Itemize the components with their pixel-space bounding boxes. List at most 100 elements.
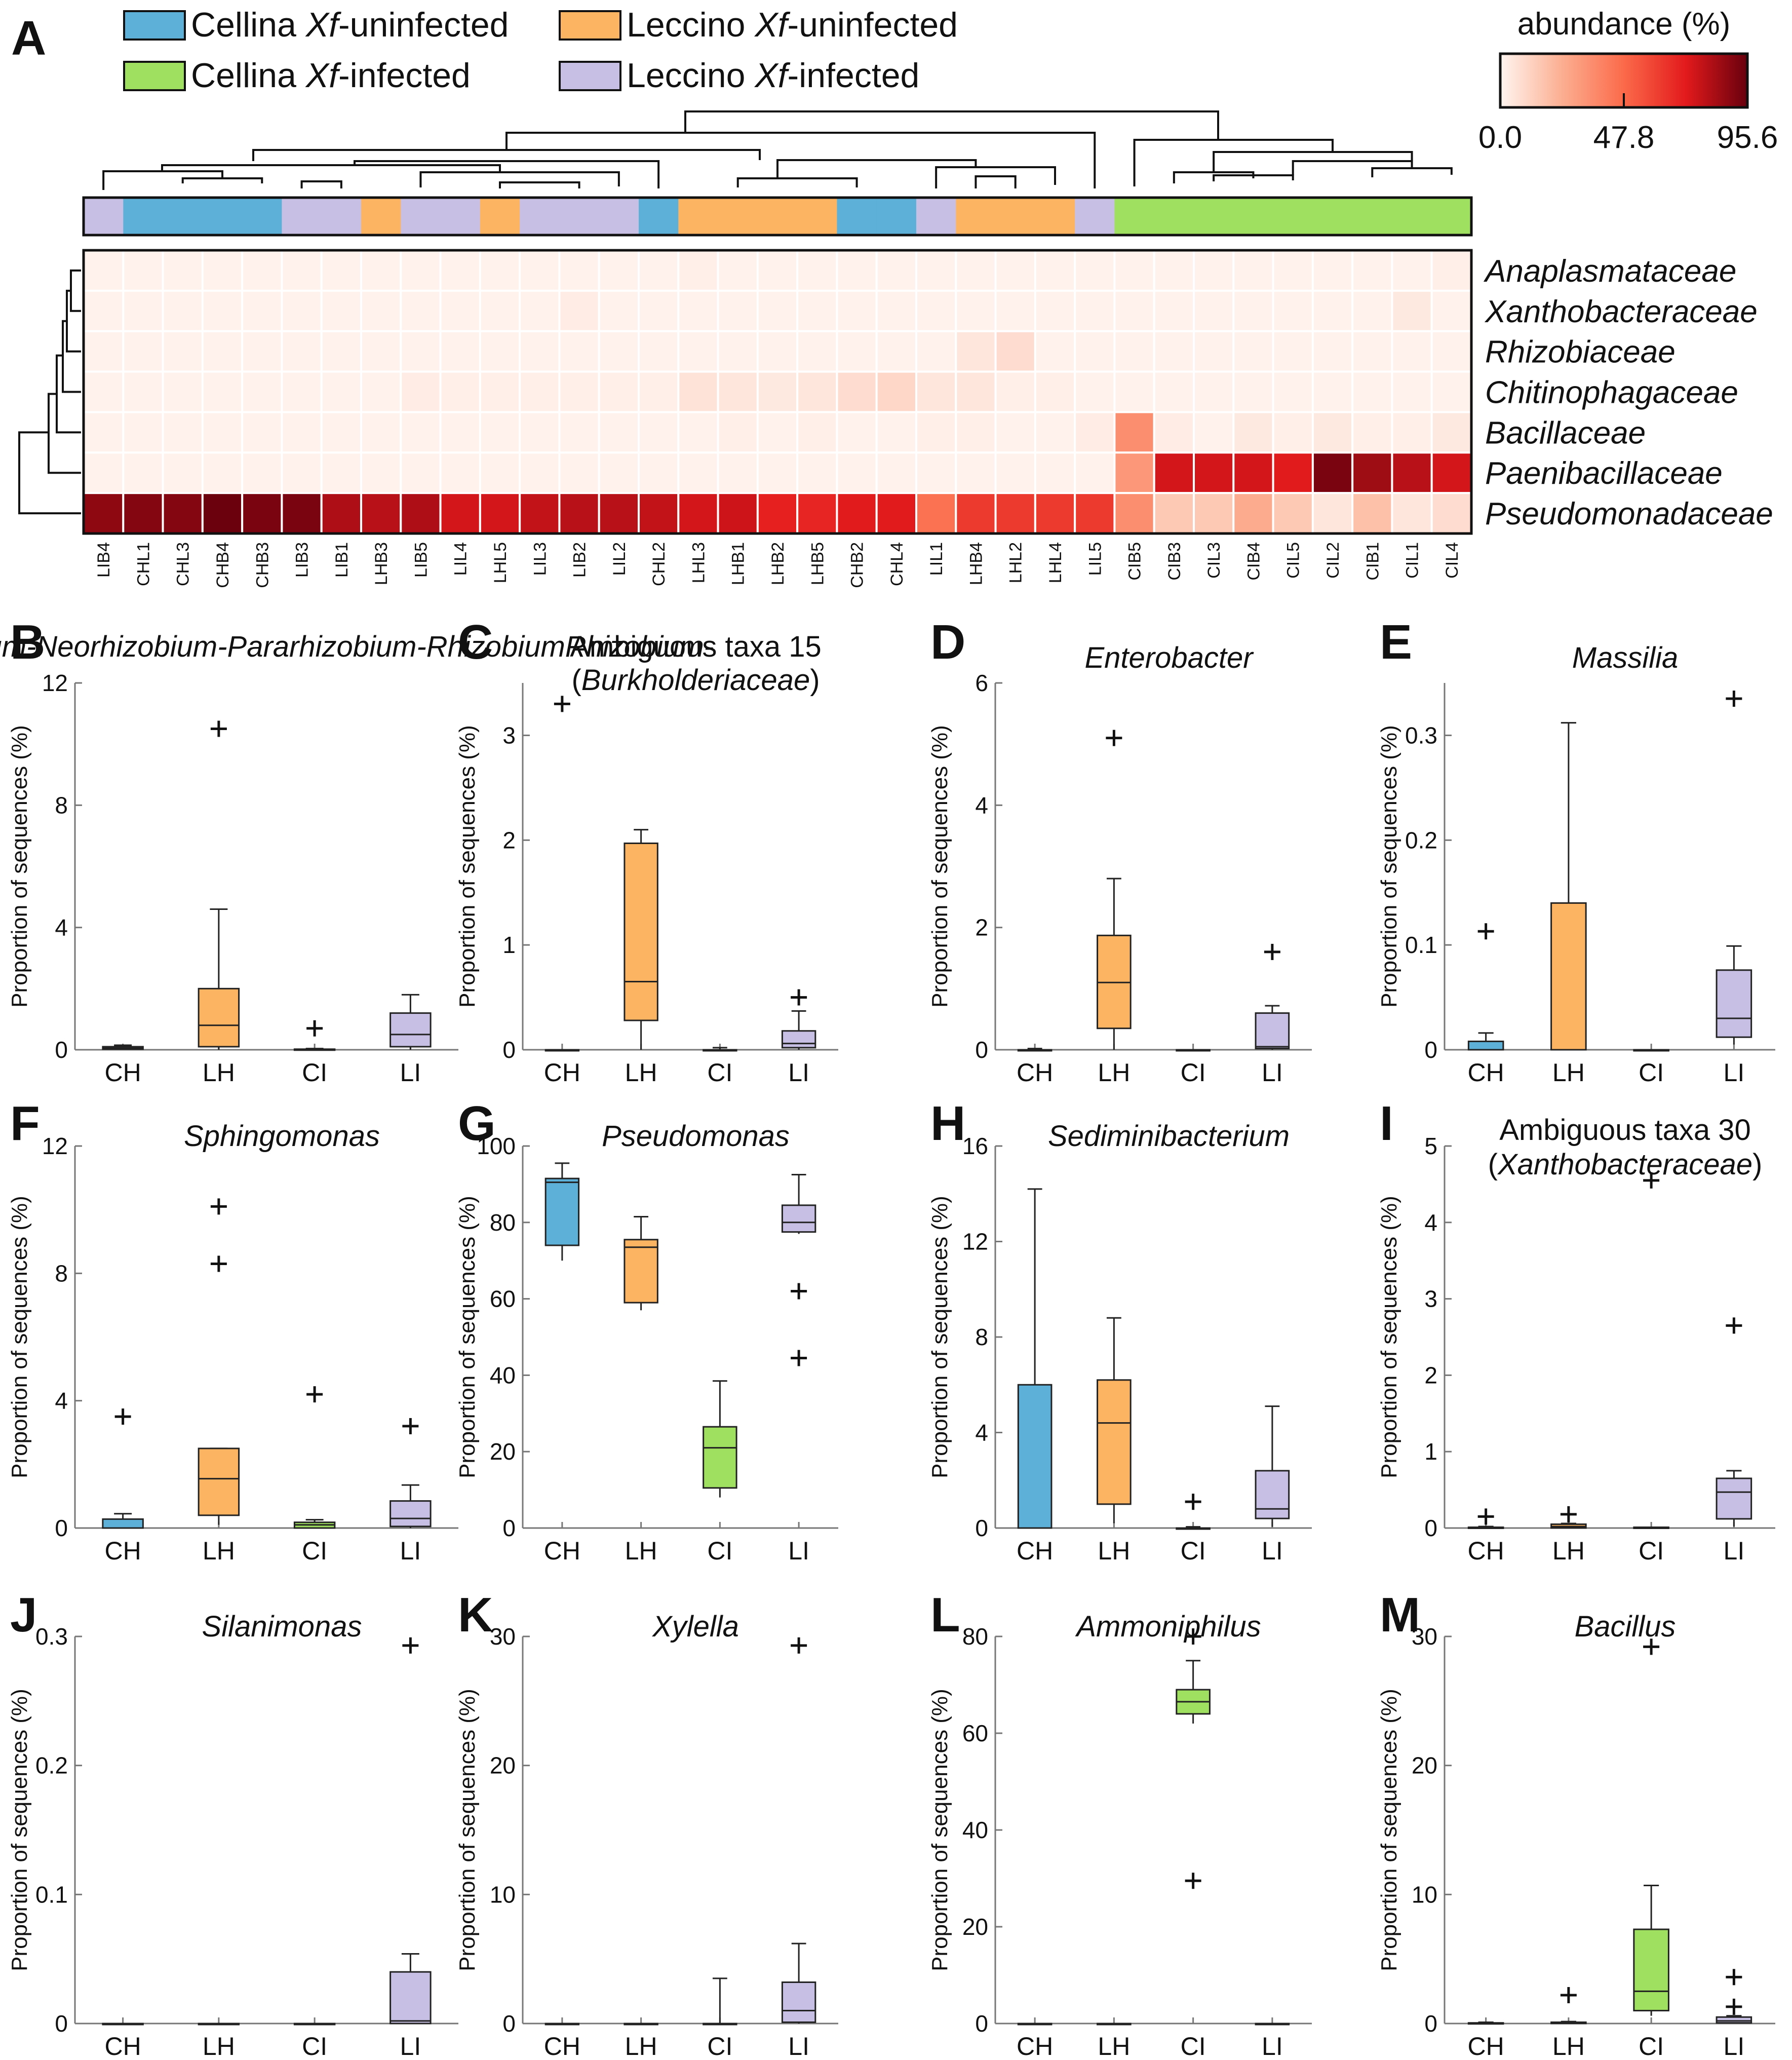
group-color-cell <box>678 198 719 235</box>
box-LH <box>198 1447 240 1516</box>
colorbar-tick-label: 47.8 <box>1593 120 1655 155</box>
x-tick-label: CI <box>707 1537 732 1565</box>
heatmap-cell <box>162 451 204 494</box>
y-axis-label: Proportion of sequences (%) <box>7 725 32 1008</box>
x-tick-label: CH <box>1017 2032 1053 2060</box>
heatmap-cell <box>875 370 917 413</box>
heatmap-cell <box>1232 249 1274 292</box>
y-tick-label: 4 <box>975 792 988 818</box>
outlier-marker <box>1264 943 1280 960</box>
heatmap-column-label: LHB2 <box>768 542 788 585</box>
outlier-marker <box>1560 1987 1577 2003</box>
heatmap-cell <box>598 370 640 413</box>
outlier-marker <box>210 1198 227 1215</box>
dendrogram-link <box>102 170 223 190</box>
heatmap-cell <box>677 249 719 292</box>
heatmap-cell <box>558 289 600 332</box>
heatmap-cell <box>1391 492 1433 535</box>
legend-label: Leccino Xf-uninfected <box>627 6 958 44</box>
heatmap-cell <box>1074 411 1116 454</box>
heatmap-cell <box>1193 411 1235 454</box>
heatmap-column-label: CHL3 <box>174 542 193 586</box>
dendrogram-link <box>66 289 81 353</box>
heatmap-cell <box>320 370 363 413</box>
dendrogram-link <box>776 159 977 178</box>
x-tick-label: CI <box>1639 1537 1664 1565</box>
heatmap-cell <box>955 289 997 332</box>
heatmap-cell <box>558 411 600 454</box>
x-tick-label: CH <box>544 1058 580 1087</box>
x-tick-label: LI <box>1262 1058 1283 1087</box>
heatmap-cell <box>1272 289 1314 332</box>
y-tick-label: 40 <box>490 1362 516 1388</box>
y-tick-label: 20 <box>490 1752 516 1779</box>
heatmap-cell <box>122 330 164 373</box>
heatmap-cell <box>1153 492 1195 535</box>
panel-label-I: I <box>1380 1096 1393 1151</box>
heatmap-cell <box>1193 330 1235 373</box>
x-tick-label: CH <box>1468 1058 1504 1087</box>
y-tick-label: 4 <box>975 1420 988 1446</box>
heatmap-cell <box>875 451 917 494</box>
group-color-cell <box>797 198 838 235</box>
heatmap-cell <box>875 330 917 373</box>
heatmap-cell <box>162 370 204 413</box>
heatmap-column-label: CHB3 <box>253 542 272 588</box>
heatmap-cell <box>955 330 997 373</box>
group-color-cell <box>956 198 996 235</box>
x-tick-label: LI <box>788 1058 809 1087</box>
heatmap-column-label: LHB4 <box>966 542 986 585</box>
heatmap-cell <box>122 492 164 535</box>
plot-subtitle: (Burkholderiaceae) <box>571 664 820 697</box>
heatmap-cell <box>519 249 561 292</box>
x-tick-label: CH <box>544 2032 580 2060</box>
heatmap-cell <box>677 330 719 373</box>
heatmap-cell <box>281 451 323 494</box>
heatmap-cell <box>162 492 204 535</box>
heatmap-cell <box>201 289 244 332</box>
heatmap-column-label: CHB2 <box>848 542 867 588</box>
heatmap-cell <box>598 249 640 292</box>
y-tick-label: 8 <box>55 792 68 818</box>
outlier-marker <box>1106 730 1122 746</box>
group-color-cell <box>1392 198 1432 235</box>
heatmap-cell <box>677 289 719 332</box>
x-tick-label: LI <box>1724 2032 1745 2060</box>
heatmap-cell <box>1113 289 1155 332</box>
heatmap-cell <box>320 411 363 454</box>
group-color-cell <box>84 198 124 235</box>
heatmap-cell <box>677 492 719 535</box>
heatmap-cell <box>1391 330 1433 373</box>
dendrogram-link <box>56 354 81 434</box>
heatmap-cell <box>1351 330 1393 373</box>
heatmap-cell <box>796 492 838 535</box>
outlier-marker <box>1185 1494 1201 1510</box>
x-tick-label: CH <box>105 1537 141 1565</box>
heatmap-column-label: LHB1 <box>729 542 748 585</box>
outlier-marker <box>114 1408 131 1425</box>
heatmap-cell <box>320 492 363 535</box>
y-tick-label: 0 <box>975 2010 988 2037</box>
heatmap-cell <box>400 330 442 373</box>
heatmap-cell <box>875 289 917 332</box>
plot-title: Ambiguous taxa 30 <box>1499 1114 1751 1147</box>
heatmap-cell <box>1311 451 1354 494</box>
heatmap-cell <box>836 370 878 413</box>
heatmap-cell <box>1391 370 1433 413</box>
heatmap-cell <box>1311 330 1354 373</box>
heatmap-cell <box>400 289 442 332</box>
heatmap-cell <box>558 330 600 373</box>
y-tick-label: 4 <box>55 914 68 941</box>
y-tick-label: 4 <box>55 1388 68 1414</box>
y-axis-label: Proportion of sequences (%) <box>1377 1689 1401 1971</box>
box-LI <box>389 1500 432 1528</box>
heatmap-cell <box>439 451 481 494</box>
heatmap-cell <box>479 289 521 332</box>
box-LH <box>624 1239 658 1304</box>
heatmap-cell <box>201 411 244 454</box>
heatmap-cell <box>1311 249 1354 292</box>
heatmap-column-label: CHL1 <box>134 542 153 586</box>
legend-label: Cellina Xf-uninfected <box>191 6 509 44</box>
y-tick-label: 80 <box>962 1623 988 1650</box>
heatmap-cell <box>360 249 402 292</box>
